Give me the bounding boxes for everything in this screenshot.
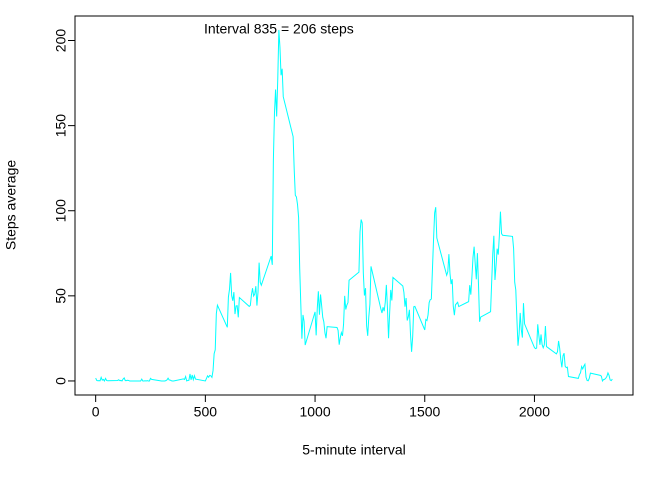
x-tick-label: 1000 (299, 404, 330, 420)
y-tick-label: 50 (53, 288, 69, 304)
y-tick-label: 150 (53, 114, 69, 138)
x-tick-label: 2000 (519, 404, 550, 420)
x-tick-label: 500 (194, 404, 218, 420)
data-line (95, 29, 613, 383)
x-tick-label: 1500 (409, 404, 440, 420)
plot-box (74, 15, 634, 396)
y-tick-label: 200 (53, 29, 69, 53)
annotation: Interval 835 = 206 steps (204, 21, 354, 37)
x-axis-label: 5-minute interval (302, 442, 406, 458)
x-tick-label: 0 (92, 404, 100, 420)
y-axis-label: Steps average (3, 160, 19, 250)
y-tick-label: 100 (53, 199, 69, 223)
y-tick-label: 0 (53, 377, 69, 385)
